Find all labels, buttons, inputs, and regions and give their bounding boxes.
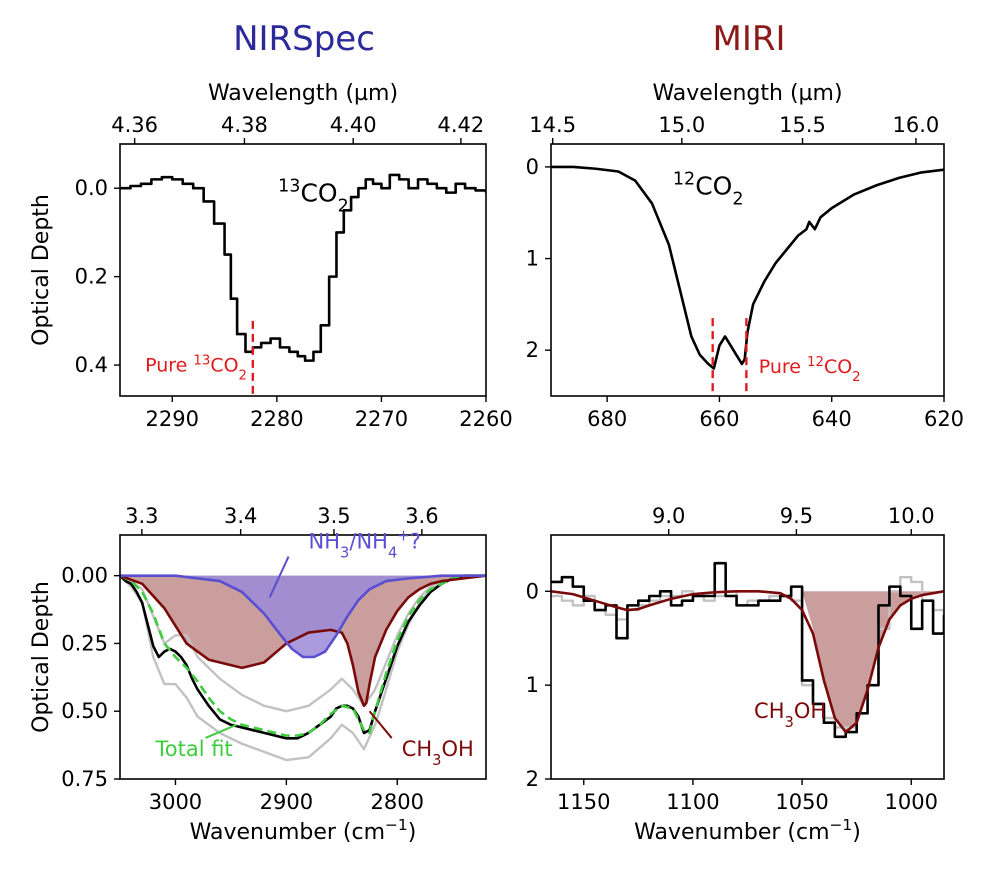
x-tick-label: 2280 xyxy=(250,407,303,431)
plot-area xyxy=(551,165,944,396)
top-tick-label: 4.42 xyxy=(438,113,485,137)
plot-frame xyxy=(550,534,945,780)
x-tick-label: 640 xyxy=(812,407,852,431)
x-tick-label: 1100 xyxy=(666,790,719,814)
y-tick-label: 0.50 xyxy=(61,699,108,723)
series-12co2-spectrum xyxy=(551,165,944,370)
top-tick-label: 4.40 xyxy=(330,113,377,137)
y-tick-label: 0.75 xyxy=(61,767,108,791)
y-axis-label: Optical Depth xyxy=(29,581,54,733)
series-total-fit xyxy=(120,574,486,737)
y-tick-label: 0.25 xyxy=(61,631,108,655)
y-tick-label: 0.2 xyxy=(75,265,108,289)
x-tick-label: 2260 xyxy=(459,407,512,431)
panel-p3: 3000 2900 2800 0.00 0.25 0.50 0.75 3.3 3.4 3.5 3.6… xyxy=(29,504,487,845)
top-tick-label: 4.36 xyxy=(111,113,158,137)
y-tick-label: 0.4 xyxy=(75,353,108,377)
panel-p1: 2290 2280 2270 2260 0.0 0.2 0.4 4.36 4.38 4.40 4.4… xyxy=(29,81,513,431)
x-tick-label: 620 xyxy=(924,407,964,431)
y-tick-label: 0.0 xyxy=(75,176,108,200)
panel-p4: 1150 1100 1050 1000 0 1 2 9.0 9.5 10.0 Wavenumber … xyxy=(526,504,945,845)
annotation-arrow xyxy=(368,710,393,739)
top-axis-label: Wavelength (µm) xyxy=(652,81,842,106)
x-tick-label: 1000 xyxy=(885,790,938,814)
top-tick-label: 14.5 xyxy=(529,113,576,137)
y-tick-label: 0.00 xyxy=(61,564,108,588)
x-tick-label: 1050 xyxy=(775,790,828,814)
plot-area xyxy=(120,173,486,396)
y-tick-label: 0 xyxy=(526,579,539,603)
annotation-arrow xyxy=(205,723,237,739)
series-spectrum-lower xyxy=(120,574,486,762)
annotation-label: Pure 13CO2 xyxy=(145,353,247,383)
annotation-arrow xyxy=(268,556,290,598)
series-ch3oh-fit xyxy=(551,590,944,734)
annotation-label: Total fit xyxy=(154,737,232,761)
y-tick-label: 1 xyxy=(526,247,539,271)
annotation-label: 12CO2 xyxy=(673,169,744,209)
x-tick-label: 3000 xyxy=(149,790,202,814)
annotation-label: 13CO2 xyxy=(278,176,349,216)
panel-p2: 680 660 640 620 0 1 2 14.5 15.0 15.5 16.0 Wavelengt… xyxy=(526,81,964,431)
top-axis-label: Wavelength (µm) xyxy=(208,81,398,106)
plot-frame xyxy=(119,143,487,397)
y-tick-label: 1 xyxy=(526,673,539,697)
x-tick-label: 2900 xyxy=(260,790,313,814)
series-nh3-nh4-outline xyxy=(120,574,486,659)
annotation-label: Pure 12CO2 xyxy=(759,355,861,385)
x-tick-label: 2270 xyxy=(355,407,408,431)
top-tick-label: 15.5 xyxy=(779,113,826,137)
series-spectrum xyxy=(551,561,944,739)
top-tick-label: 10.0 xyxy=(888,504,935,528)
header-miri: MIRI xyxy=(712,19,785,59)
fill-ch3oh-component xyxy=(802,591,944,733)
plot-frame xyxy=(119,534,487,780)
series-13co2-spectrum xyxy=(120,173,486,362)
top-tick-label: 3.6 xyxy=(405,504,438,528)
annotation-label: CH3OH xyxy=(754,699,826,731)
top-tick-label: 3.5 xyxy=(317,504,350,528)
top-tick-label: 9.5 xyxy=(780,504,813,528)
header-nirspec: NIRSpec xyxy=(233,19,375,59)
y-tick-label: 2 xyxy=(526,767,539,791)
annotation-label: NH3/NH4+? xyxy=(309,527,421,561)
y-tick-label: 0 xyxy=(526,155,539,179)
top-tick-label: 15.0 xyxy=(658,113,705,137)
x-tick-label: 2290 xyxy=(146,407,199,431)
series-spectrum xyxy=(120,574,486,740)
x-tick-label: 1150 xyxy=(557,790,610,814)
y-tick-label: 2 xyxy=(526,338,539,362)
x-tick-label: 660 xyxy=(699,407,739,431)
series-ch3oh-outline xyxy=(120,574,486,708)
plot-area xyxy=(120,574,486,762)
fill-ch3oh-component xyxy=(120,575,486,706)
annotation-label: CH3OH xyxy=(402,737,474,769)
x-tick-label: 680 xyxy=(587,407,627,431)
plot-area xyxy=(551,561,944,739)
top-tick-label: 4.38 xyxy=(221,113,268,137)
series-spectrum-upper xyxy=(120,574,486,713)
x-axis-label: Wavenumber (cm−1) xyxy=(634,816,861,845)
x-axis-label: Wavenumber (cm−1) xyxy=(190,816,417,845)
y-axis-label: Optical Depth xyxy=(29,194,54,346)
top-tick-label: 3.3 xyxy=(125,504,158,528)
x-tick-label: 2800 xyxy=(371,790,424,814)
plot-frame xyxy=(550,143,945,397)
fill-nh3-nh4-component xyxy=(120,575,486,657)
top-tick-label: 16.0 xyxy=(893,113,940,137)
top-tick-label: 9.0 xyxy=(652,504,685,528)
top-tick-label: 3.4 xyxy=(224,504,257,528)
